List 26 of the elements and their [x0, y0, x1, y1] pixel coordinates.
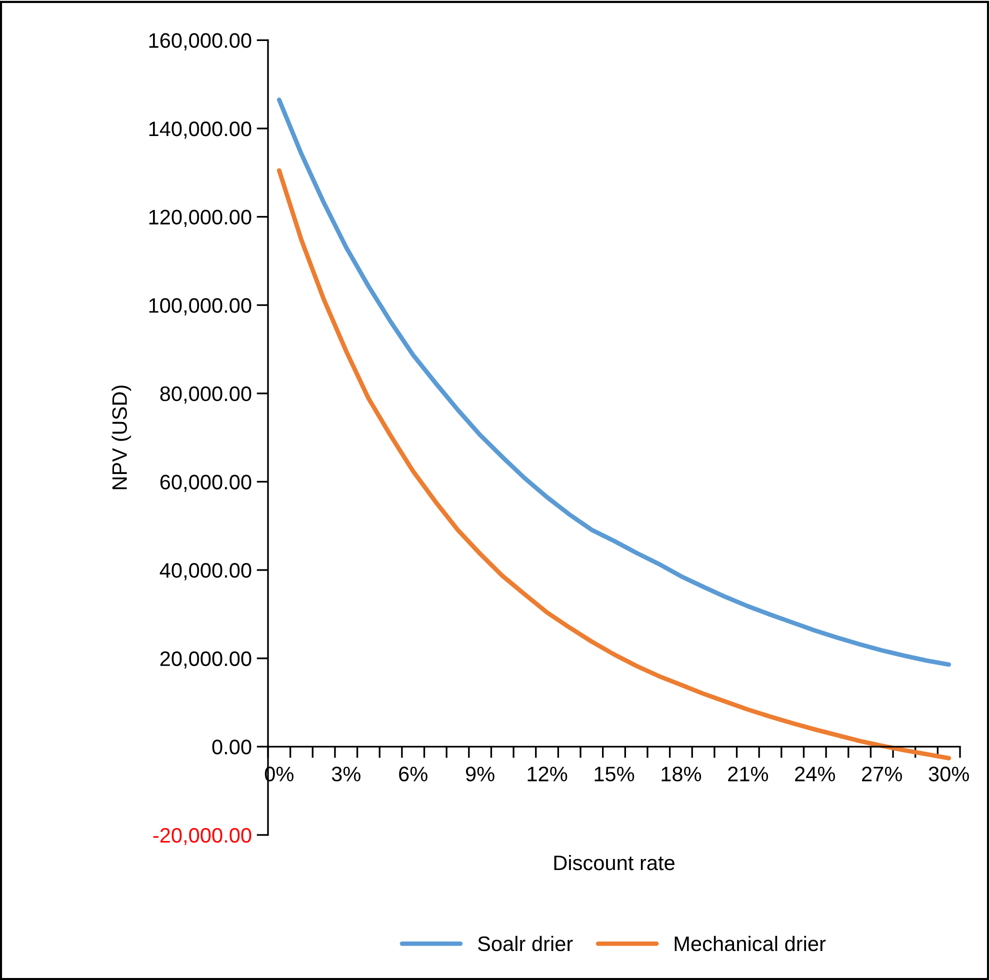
legend-label: Mechanical drier: [674, 936, 826, 952]
x-tick-label: 24%: [795, 766, 836, 782]
line-series: [276, 168, 952, 760]
x-tick-label: 21%: [728, 766, 768, 782]
y-tick-label: 60,000.00: [160, 474, 252, 492]
y-tick-label: 80,000.00: [160, 386, 252, 404]
x-tick-label: 18%: [662, 766, 702, 782]
y-tick-label: 0.00: [212, 740, 252, 754]
x-tick-label: 15%: [594, 766, 634, 782]
y-axis-title: NPV (USD): [112, 386, 132, 490]
x-tick-label: 9%: [466, 766, 494, 782]
x-axis-title: Discount rate: [554, 854, 674, 870]
x-tick-label: 27%: [862, 766, 902, 782]
y-tick-label: 160,000.00: [149, 33, 252, 50]
x-tick-label: 12%: [528, 766, 568, 782]
legend-label: Soalr drier: [478, 936, 573, 952]
y-tick-label: 120,000.00: [149, 210, 252, 228]
y-tick-label: 140,000.00: [149, 121, 252, 139]
x-tick-label: 30%: [928, 766, 969, 782]
x-tick-label: 6%: [399, 766, 428, 782]
y-tick-label: -20,000.00: [153, 828, 252, 846]
line-series: [276, 98, 952, 667]
y-tick-label: 40,000.00: [160, 563, 252, 580]
y-tick-label: 100,000.00: [149, 298, 252, 316]
y-tick-label: 20,000.00: [160, 651, 252, 669]
x-tick-label: 3%: [332, 766, 360, 782]
